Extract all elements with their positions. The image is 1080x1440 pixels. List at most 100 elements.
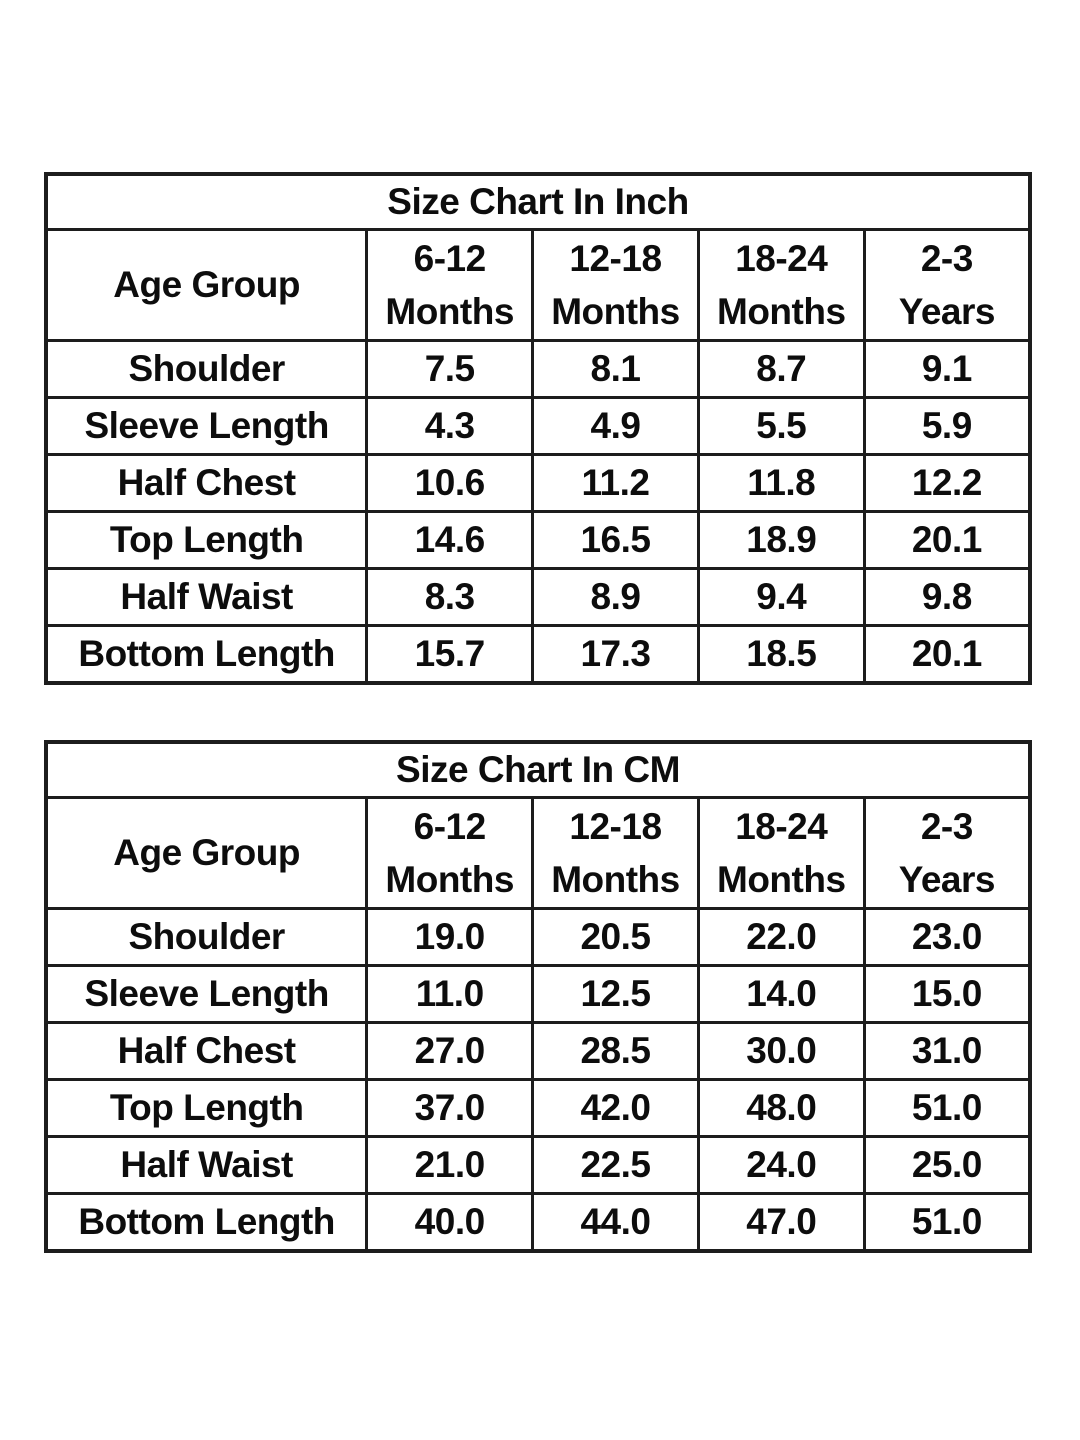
measurement-value: 17.3 — [531, 624, 700, 685]
measurement-value: 51.0 — [862, 1078, 1032, 1138]
measurement-value: 20.5 — [531, 907, 700, 967]
row-label: Sleeve Length — [44, 396, 369, 456]
measurement-value: 9.8 — [862, 567, 1032, 627]
column-header-unit: Months — [551, 859, 680, 900]
column-header-range: 18-24 — [735, 806, 828, 847]
row-label: Half Chest — [44, 453, 369, 513]
column-header-unit: Years — [898, 291, 996, 332]
column-header: 12-18 Months — [531, 796, 700, 910]
row-label: Half Chest — [44, 1021, 369, 1081]
table-row: Half Chest 27.0 28.5 30.0 31.0 — [44, 1021, 1032, 1081]
measurement-value: 11.0 — [365, 964, 535, 1024]
column-header-range: 6-12 — [413, 238, 487, 279]
size-table-cm: Size Chart In CM Age Group 6-12 Months 12-18… — [44, 740, 1032, 1253]
measurement-value: 14.6 — [365, 510, 535, 570]
measurement-value: 20.1 — [862, 624, 1032, 685]
column-header-unit: Years — [898, 859, 996, 900]
column-header-range: 6-12 — [413, 806, 487, 847]
table-title-row: Size Chart In Inch — [44, 172, 1032, 231]
measurement-value: 11.2 — [531, 453, 700, 513]
column-header-range: 2-3 — [920, 238, 973, 279]
column-header: 12-18 Months — [531, 228, 700, 342]
measurement-value: 12.2 — [862, 453, 1032, 513]
table-row: Top Length 14.6 16.5 18.9 20.1 — [44, 510, 1032, 570]
measurement-value: 8.9 — [531, 567, 700, 627]
measurement-value: 28.5 — [531, 1021, 700, 1081]
column-header-unit: Months — [551, 291, 680, 332]
row-label: Sleeve Length — [44, 964, 369, 1024]
column-header: 2-3 Years — [862, 796, 1032, 910]
measurement-value: 11.8 — [696, 453, 866, 513]
size-table-grid: Size Chart In CM Age Group 6-12 Months 12-18… — [44, 740, 1032, 1253]
measurement-value: 16.5 — [531, 510, 700, 570]
column-header-range: 18-24 — [735, 238, 828, 279]
measurement-value: 15.0 — [862, 964, 1032, 1024]
row-label: Bottom Length — [44, 1192, 369, 1253]
measurement-value: 18.9 — [696, 510, 866, 570]
table-row: Shoulder 7.5 8.1 8.7 9.1 — [44, 339, 1032, 399]
column-header-unit: Months — [385, 291, 514, 332]
table-row: Bottom Length 40.0 44.0 47.0 51.0 — [44, 1192, 1032, 1253]
measurement-value: 22.0 — [696, 907, 866, 967]
row-label: Bottom Length — [44, 624, 369, 685]
measurement-value: 15.7 — [365, 624, 535, 685]
column-header: 2-3 Years — [862, 228, 1032, 342]
column-header-range: 12-18 — [569, 238, 662, 279]
measurement-value: 31.0 — [862, 1021, 1032, 1081]
row-label: Shoulder — [44, 339, 369, 399]
table-header-row: Age Group 6-12 Months 12-18 Months 18-24 Month… — [44, 796, 1032, 910]
measurement-value: 8.7 — [696, 339, 866, 399]
table-title-row: Size Chart In CM — [44, 740, 1032, 799]
measurement-value: 51.0 — [862, 1192, 1032, 1253]
measurement-value: 4.9 — [531, 396, 700, 456]
measurement-value: 44.0 — [531, 1192, 700, 1253]
age-group-header: Age Group — [44, 796, 369, 910]
measurement-value: 4.3 — [365, 396, 535, 456]
measurement-value: 25.0 — [862, 1135, 1032, 1195]
column-header-range: 12-18 — [569, 806, 662, 847]
table-row: Shoulder 19.0 20.5 22.0 23.0 — [44, 907, 1032, 967]
measurement-value: 7.5 — [365, 339, 535, 399]
measurement-value: 30.0 — [696, 1021, 866, 1081]
measurement-value: 48.0 — [696, 1078, 866, 1138]
measurement-value: 22.5 — [531, 1135, 700, 1195]
measurement-value: 5.5 — [696, 396, 866, 456]
table-row: Half Waist 8.3 8.9 9.4 9.8 — [44, 567, 1032, 627]
table-row: Sleeve Length 11.0 12.5 14.0 15.0 — [44, 964, 1032, 1024]
measurement-value: 9.1 — [862, 339, 1032, 399]
measurement-value: 24.0 — [696, 1135, 866, 1195]
size-table-inch: Size Chart In Inch Age Group 6-12 Months 12-… — [44, 172, 1032, 685]
row-label: Half Waist — [44, 567, 369, 627]
table-row: Bottom Length 15.7 17.3 18.5 20.1 — [44, 624, 1032, 685]
measurement-value: 37.0 — [365, 1078, 535, 1138]
measurement-value: 19.0 — [365, 907, 535, 967]
table-row: Half Waist 21.0 22.5 24.0 25.0 — [44, 1135, 1032, 1195]
table-row: Half Chest 10.6 11.2 11.8 12.2 — [44, 453, 1032, 513]
table-header-row: Age Group 6-12 Months 12-18 Months 18-24 Month… — [44, 228, 1032, 342]
measurement-value: 42.0 — [531, 1078, 700, 1138]
size-table-grid: Size Chart In Inch Age Group 6-12 Months 12-… — [44, 172, 1032, 685]
column-header: 6-12 Months — [365, 228, 535, 342]
column-header-unit: Months — [385, 859, 514, 900]
table-title: Size Chart In Inch — [44, 172, 1032, 231]
measurement-value: 23.0 — [862, 907, 1032, 967]
row-label: Shoulder — [44, 907, 369, 967]
column-header-unit: Months — [717, 291, 846, 332]
measurement-value: 47.0 — [696, 1192, 866, 1253]
table-row: Sleeve Length 4.3 4.9 5.5 5.9 — [44, 396, 1032, 456]
column-header: 18-24 Months — [696, 228, 866, 342]
row-label: Top Length — [44, 1078, 369, 1138]
measurement-value: 8.3 — [365, 567, 535, 627]
measurement-value: 5.9 — [862, 396, 1032, 456]
row-label: Top Length — [44, 510, 369, 570]
measurement-value: 18.5 — [696, 624, 866, 685]
column-header: 18-24 Months — [696, 796, 866, 910]
measurement-value: 9.4 — [696, 567, 866, 627]
measurement-value: 40.0 — [365, 1192, 535, 1253]
table-title: Size Chart In CM — [44, 740, 1032, 799]
measurement-value: 21.0 — [365, 1135, 535, 1195]
measurement-value: 8.1 — [531, 339, 700, 399]
age-group-header: Age Group — [44, 228, 369, 342]
measurement-value: 10.6 — [365, 453, 535, 513]
